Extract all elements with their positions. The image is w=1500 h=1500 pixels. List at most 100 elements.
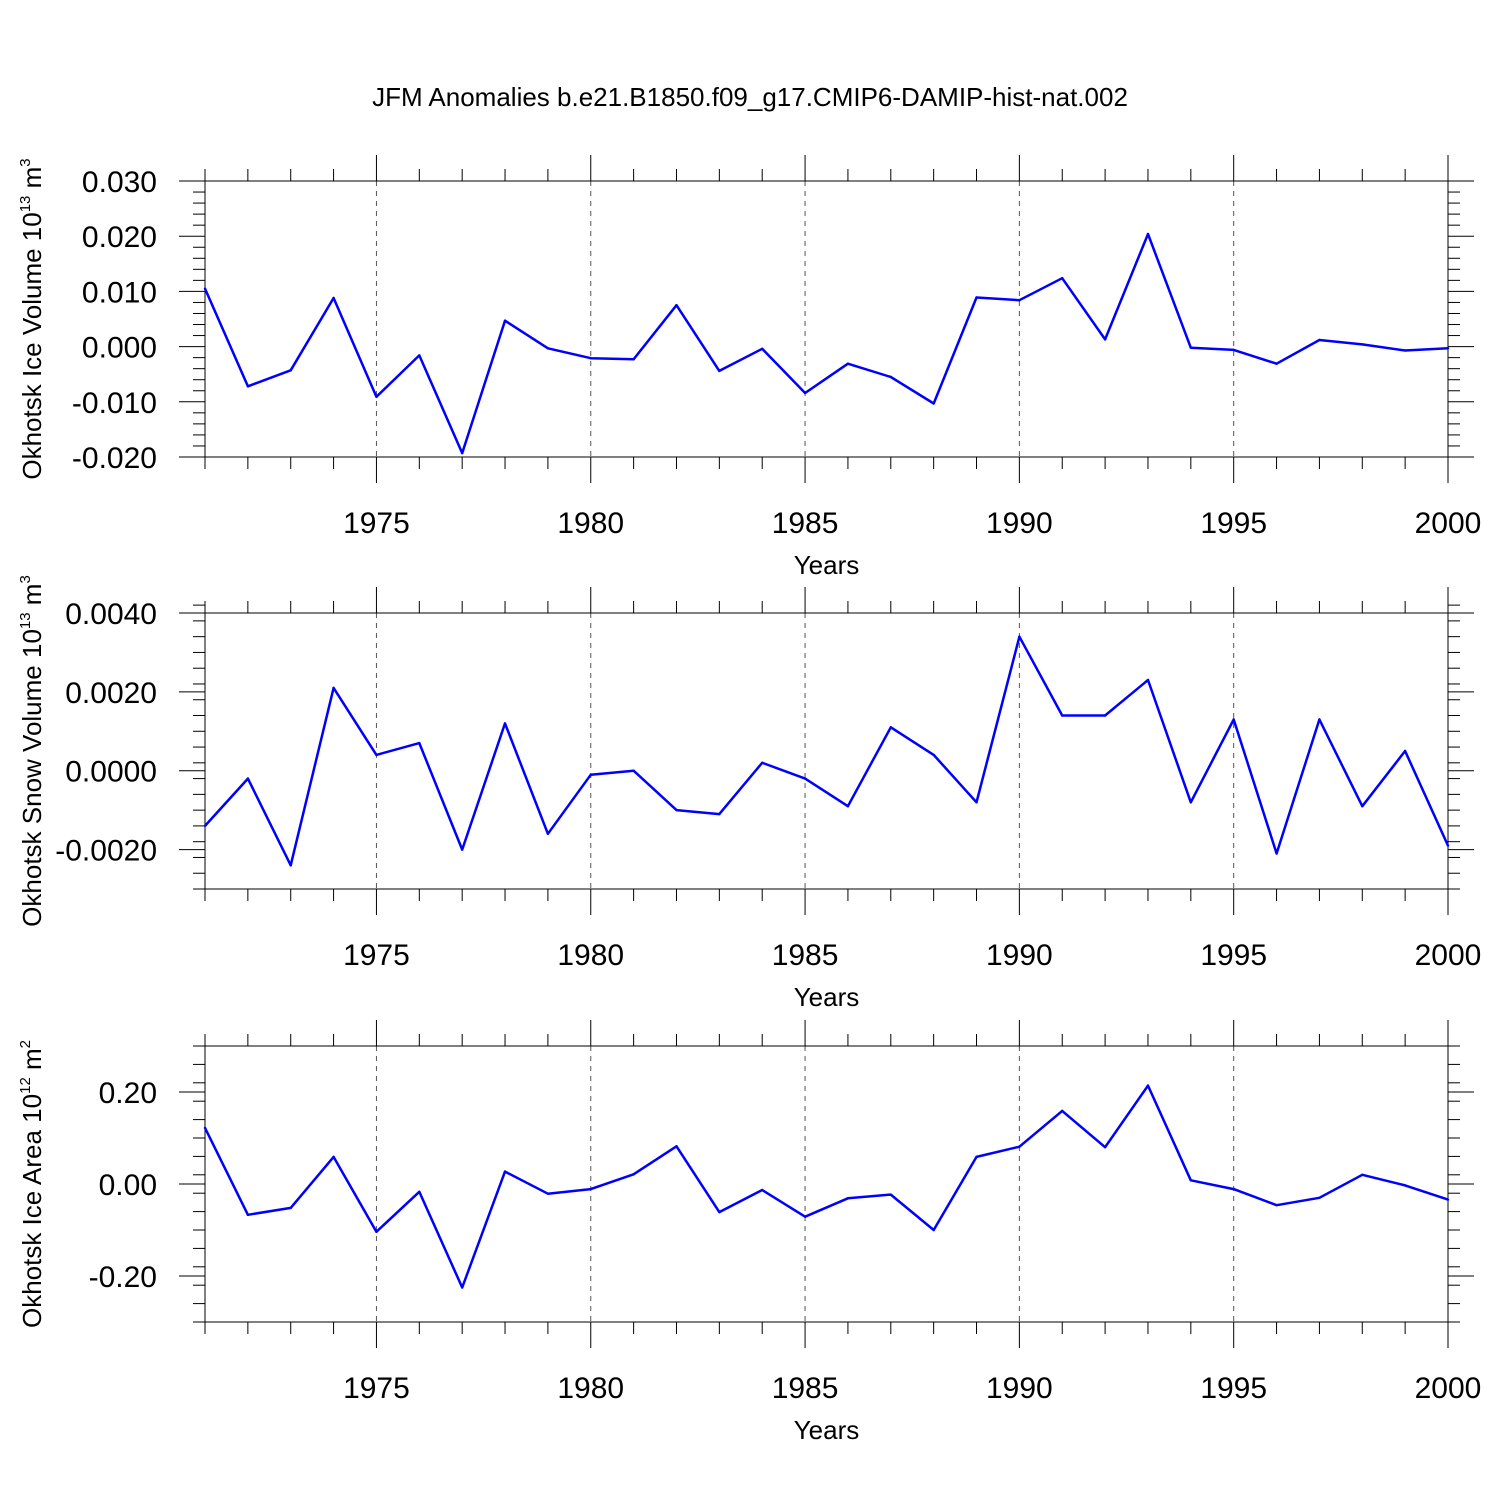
data-point (1361, 343, 1364, 346)
data-point (1361, 805, 1364, 808)
data-point (589, 1187, 592, 1191)
data-point (246, 385, 250, 388)
panel-snow-volume: -0.0020 0.0000 0.0020 0.0040 1975 1980 1985 199… (17, 575, 1481, 1012)
data-point (846, 362, 850, 365)
x-tick-label: 1975 (343, 939, 410, 972)
data-point (803, 1215, 807, 1218)
y-axis-label-text: Okhotsk Snow Volume 10 (17, 629, 47, 927)
data-point (718, 1210, 721, 1214)
y-axis-label: Okhotsk Snow Volume 1013 m3 (17, 575, 47, 927)
data-point (932, 1228, 935, 1232)
y-axis-label-superscript: 12 (17, 1077, 34, 1094)
data-point (889, 1193, 892, 1196)
x-tick-label: 1980 (557, 939, 624, 972)
data-point (1446, 1198, 1450, 1201)
data-point (761, 1188, 764, 1192)
panel-ice-area: -0.20 0.00 0.20 1975 1980 1985 1990 1995 2000 Yea… (17, 1020, 1481, 1445)
data-point (1146, 1084, 1150, 1087)
y-axis-label-text: m (17, 584, 47, 613)
data-point (460, 1286, 464, 1289)
y-axis-label-text: m (17, 1048, 47, 1077)
data-point (889, 375, 892, 379)
plot-frame (204, 1045, 1449, 1323)
y-tick-label: 0.020 (82, 221, 157, 254)
x-tick-label: 1990 (986, 1372, 1053, 1405)
data-point (203, 824, 207, 828)
data-point (1146, 678, 1150, 682)
data-point (975, 1155, 978, 1159)
data-point (1189, 801, 1193, 804)
y-axis-label-text: Okhotsk Ice Volume 10 (17, 212, 47, 479)
data-point (1103, 338, 1107, 341)
data-point (1361, 1173, 1364, 1177)
y-axis-label-superscript: 3 (17, 575, 34, 583)
data-point (975, 801, 978, 804)
y-tick-label: -0.20 (89, 1261, 157, 1294)
y-tick-label: 0.00 (99, 1169, 157, 1202)
data-point (418, 741, 421, 745)
series-line (204, 635, 1450, 867)
data-point (1275, 1203, 1278, 1207)
x-tick-label: 2000 (1415, 507, 1482, 540)
data-point (1018, 1145, 1021, 1148)
data-point (718, 812, 721, 816)
data-point (1189, 1179, 1193, 1182)
plot-frame (204, 180, 1449, 458)
y-axis-label-text: Okhotsk Ice Area 10 (17, 1094, 47, 1328)
data-point (1318, 1196, 1321, 1200)
x-tick-label: 1985 (772, 1372, 839, 1405)
data-point (1403, 1184, 1407, 1187)
data-point (1061, 1109, 1064, 1113)
y-tick-label: 0.0000 (65, 756, 157, 789)
x-axis-label: Years (794, 1415, 860, 1445)
figure-title: JFM Anomalies b.e21.B1850.f09_g17.CMIP6-… (372, 82, 1128, 112)
data-point (1061, 714, 1064, 717)
data-point (418, 1190, 421, 1194)
data-point (246, 1213, 250, 1217)
data-point (761, 347, 764, 351)
y-tick-label: -0.010 (72, 387, 157, 420)
data-point (889, 726, 892, 729)
data-point (1018, 299, 1021, 302)
data-point (418, 354, 421, 357)
y-tick-label: 0.0040 (65, 598, 157, 631)
x-tick-label: 1990 (986, 939, 1053, 972)
y-axis-label-superscript: 2 (17, 1040, 34, 1048)
panel-ice-volume: -0.020 -0.010 0.000 0.010 0.020 0.030 1975 1980… (17, 155, 1481, 580)
data-point (1403, 349, 1407, 352)
data-point (975, 296, 978, 299)
y-axis-label: Okhotsk Ice Area 1012 m2 (17, 1040, 47, 1328)
data-point (761, 761, 764, 765)
x-tick-label: 1990 (986, 507, 1053, 540)
data-point (1146, 232, 1150, 236)
x-tick-label: 1975 (343, 1372, 410, 1405)
x-axis-label: Years (794, 982, 860, 1012)
data-point (546, 1192, 550, 1195)
y-axis-label: Okhotsk Ice Volume 1013 m3 (17, 158, 47, 479)
data-point (503, 319, 507, 322)
y-axis-label-superscript: 3 (17, 158, 34, 166)
data-point (1189, 346, 1193, 349)
data-point (1403, 749, 1407, 753)
y-tick-label: 0.010 (82, 276, 157, 309)
data-point (203, 287, 207, 290)
x-tick-label: 2000 (1415, 1372, 1482, 1405)
y-tick-label: 0.20 (99, 1077, 157, 1110)
y-tick-label: -0.020 (72, 442, 157, 475)
data-point (1318, 718, 1321, 721)
data-point (1275, 852, 1278, 855)
data-point (846, 1197, 850, 1200)
data-point (1232, 718, 1235, 721)
data-point (589, 773, 592, 776)
data-point (846, 805, 850, 808)
x-tick-label: 1995 (1200, 939, 1267, 972)
data-point (632, 1173, 635, 1176)
data-point (632, 769, 635, 772)
x-tick-label: 1995 (1200, 507, 1267, 540)
x-tick-label: 1980 (557, 1372, 624, 1405)
data-point (718, 369, 721, 373)
data-point (1318, 338, 1321, 342)
data-point (1275, 362, 1278, 365)
data-point (932, 753, 935, 757)
